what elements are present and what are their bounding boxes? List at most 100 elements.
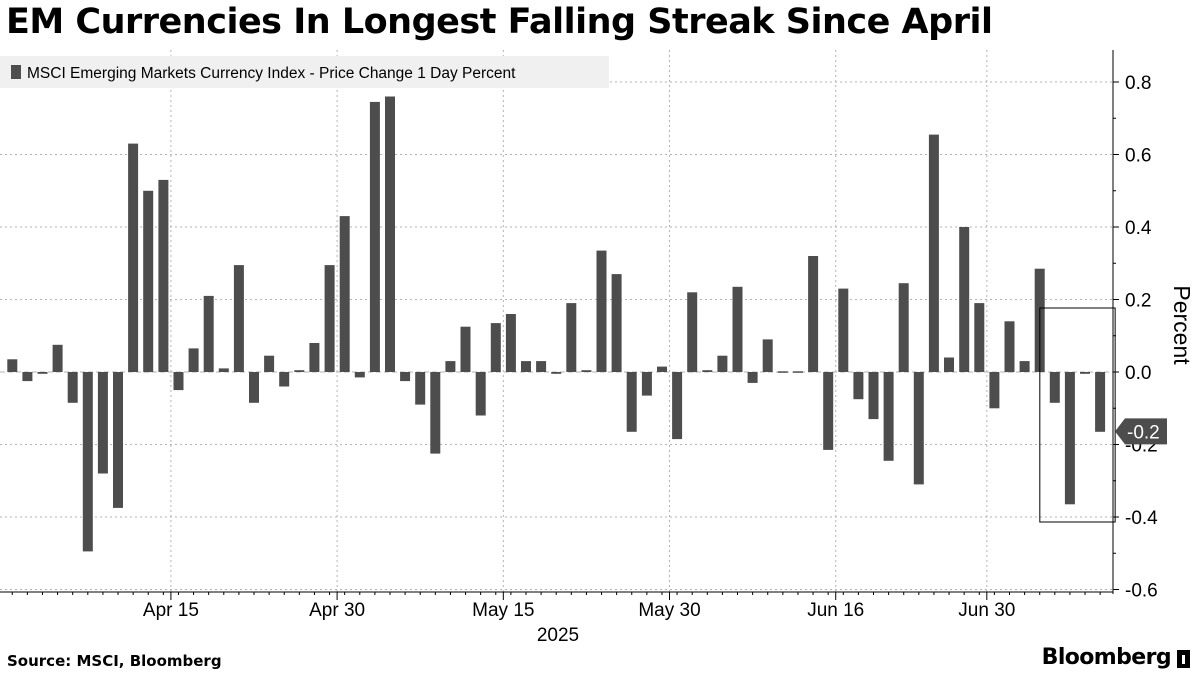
bar — [883, 372, 894, 461]
bar — [188, 348, 199, 372]
x-tick-label: Jun 30 — [958, 600, 1015, 621]
y-tick-label: 0.0 — [1125, 363, 1151, 384]
bar — [536, 361, 547, 372]
bar — [279, 372, 290, 387]
bar — [1019, 361, 1030, 372]
bar — [641, 372, 652, 396]
bar — [747, 372, 758, 383]
bar — [113, 372, 123, 508]
bar — [369, 101, 380, 373]
legend-background — [0, 56, 609, 88]
y-tick-label: -0.4 — [1125, 508, 1158, 529]
y-axis-label: Percent — [1169, 285, 1195, 365]
highlight-rect — [1039, 307, 1116, 523]
bar — [264, 355, 275, 372]
bar — [294, 370, 305, 372]
last-value-badge-label: -0.2 — [1127, 422, 1160, 443]
bar — [22, 372, 33, 382]
bar — [249, 372, 259, 403]
bar — [944, 357, 954, 372]
bar — [1080, 372, 1090, 374]
legend-swatch — [11, 65, 21, 79]
bar — [566, 303, 577, 372]
bar — [354, 372, 365, 378]
bar — [490, 323, 501, 372]
brand-text: Bloomberg — [1041, 645, 1172, 670]
bar — [989, 372, 1000, 409]
last-value-badge: -0.2 — [1115, 418, 1167, 445]
x-axis-year-label: 2025 — [537, 625, 579, 646]
last-value-badge-shape — [1115, 418, 1167, 445]
bar — [1004, 321, 1015, 373]
bar — [505, 314, 516, 372]
legend-label: MSCI Emerging Markets Currency Index - P… — [27, 65, 516, 82]
bar — [959, 227, 970, 372]
bar — [82, 372, 93, 552]
bar — [687, 292, 698, 373]
legend: MSCI Emerging Markets Currency Index - P… — [0, 56, 609, 88]
bar — [233, 265, 244, 372]
bar — [762, 339, 773, 372]
bar — [793, 371, 803, 373]
bar — [581, 370, 592, 372]
y-tick-label: 0.4 — [1125, 218, 1152, 239]
bar — [596, 250, 607, 372]
bar — [445, 361, 456, 372]
x-tick-label: Apr 15 — [143, 600, 199, 621]
bar — [928, 134, 939, 372]
bar — [1095, 372, 1106, 432]
bar — [128, 143, 139, 372]
bar — [808, 256, 819, 372]
y-tick-label: -0.6 — [1125, 581, 1158, 602]
bar — [898, 283, 909, 372]
bar — [324, 265, 335, 372]
bar — [732, 286, 743, 372]
bar — [657, 366, 667, 372]
bar — [1064, 372, 1075, 505]
bar — [385, 96, 395, 372]
bar — [974, 303, 985, 372]
bar-series — [7, 96, 1106, 552]
bar — [551, 372, 562, 374]
bar — [7, 359, 18, 372]
bar — [702, 370, 713, 372]
bar — [475, 372, 486, 416]
bar — [218, 368, 229, 372]
bar — [853, 372, 864, 400]
bar — [626, 372, 637, 432]
bar — [143, 190, 154, 373]
y-tick-label: 0.6 — [1125, 146, 1151, 167]
x-tick-label: May 15 — [472, 600, 534, 621]
bar — [173, 372, 184, 391]
bar — [67, 372, 78, 403]
y-tick-label: 0.2 — [1125, 291, 1151, 312]
y-axis: 0.8 0.6 0.4 0.2 0.0 -0.2 -0.4 -0.6 — [1112, 50, 1158, 602]
bar — [52, 344, 63, 372]
x-tick-label: Apr 30 — [309, 600, 365, 621]
bar — [400, 372, 411, 382]
bloomberg-logo: Bloomberg — [1042, 645, 1190, 670]
highlight-box — [1039, 307, 1116, 523]
bar — [158, 179, 169, 372]
bar — [868, 372, 879, 420]
x-tick-label: May 30 — [638, 600, 700, 621]
bar — [838, 288, 849, 372]
bar — [460, 326, 471, 372]
bar — [339, 216, 350, 372]
bar — [97, 372, 108, 474]
bar — [1049, 372, 1060, 403]
bloomberg-terminal-icon — [1177, 649, 1190, 668]
bar — [37, 372, 48, 374]
bar — [415, 372, 426, 405]
bar — [717, 355, 728, 372]
bar — [823, 372, 834, 450]
bar — [777, 371, 788, 373]
bar — [672, 372, 683, 440]
source-note: Source: MSCI, Bloomberg — [7, 652, 222, 670]
bar — [611, 274, 622, 372]
bar — [430, 372, 441, 454]
bar — [521, 361, 531, 372]
x-tick-label: Jun 16 — [807, 600, 864, 621]
chart-title: EM Currencies In Longest Falling Streak … — [6, 2, 993, 42]
